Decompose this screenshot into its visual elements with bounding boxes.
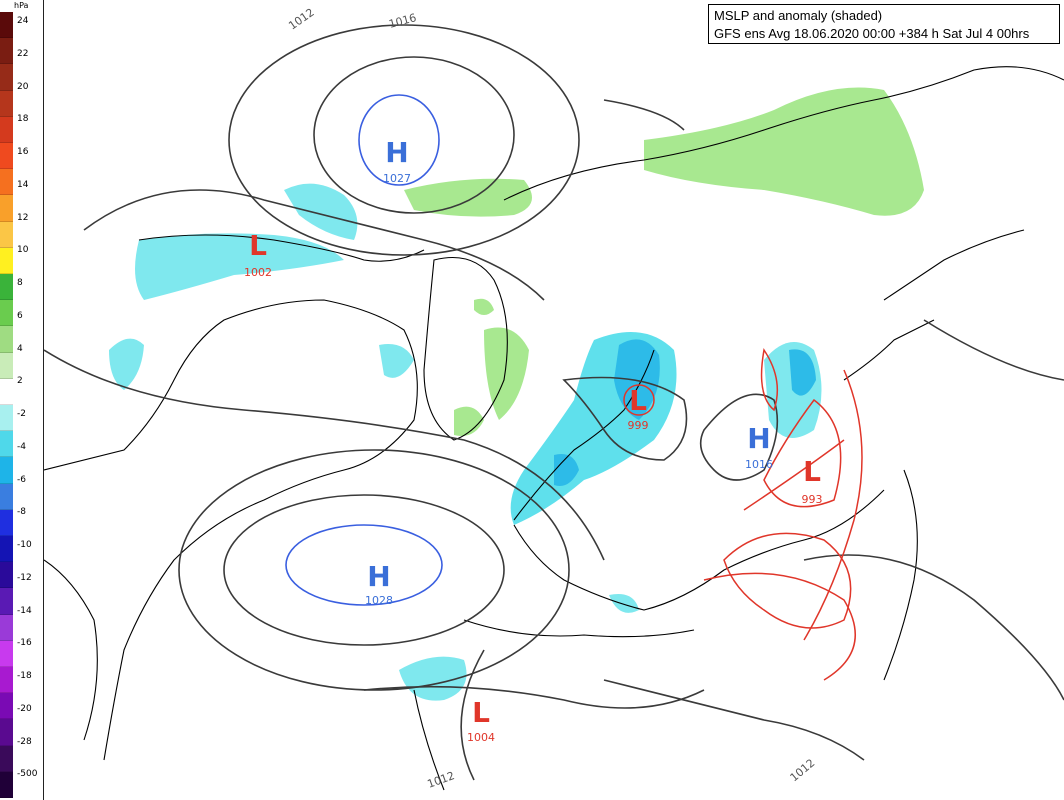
legend-swatch — [0, 195, 13, 222]
isobar-label: 1012 — [286, 6, 316, 33]
legend-swatch — [0, 588, 13, 615]
positive-anomaly-shading — [404, 87, 924, 436]
map-title: MSLP and anomaly (shaded) — [714, 8, 883, 23]
legend-swatch — [0, 352, 13, 379]
legend-swatch — [0, 405, 13, 432]
isobars — [44, 24, 1064, 781]
map-title-box: MSLP and anomaly (shaded) GFS ens Avg 18… — [708, 4, 1060, 44]
isobar-label: 1012 — [788, 756, 818, 784]
color-legend: hPa 24 22 20 18 16 14 12 10 8 6 4 2 -2 -4 -6 -8 -10 -12 -1… — [0, 0, 44, 800]
legend-tick-label: 18 — [17, 114, 29, 125]
legend-swatch — [0, 640, 13, 667]
legend-tick-label: -10 — [17, 540, 32, 550]
center-value: 1002 — [244, 266, 272, 279]
legend-swatch — [0, 693, 13, 720]
pressure-center-h-1028: H 1028 — [365, 560, 393, 607]
legend-tick-label: -12 — [17, 572, 32, 583]
high-contours — [285, 94, 443, 606]
pressure-center-l-1002: L 1002 — [244, 229, 272, 279]
legend-swatch — [0, 12, 13, 39]
center-letter: L — [803, 455, 821, 488]
legend-tick-label: -18 — [17, 671, 32, 681]
legend-tick-label: -28 — [17, 736, 32, 747]
legend-tick-label: 16 — [17, 147, 29, 157]
legend-swatch — [0, 719, 13, 746]
legend-swatch — [0, 274, 13, 301]
center-letter: H — [747, 422, 770, 455]
legend-tick-label: -16 — [17, 638, 32, 649]
legend-tick-label: 12 — [17, 212, 29, 223]
center-value: 1028 — [365, 594, 393, 607]
legend-swatch — [0, 457, 13, 484]
legend-tick-label: 22 — [17, 48, 29, 59]
legend-swatch — [0, 745, 13, 772]
legend-swatch — [0, 667, 13, 694]
center-value: 1027 — [383, 172, 411, 185]
legend-swatch — [0, 116, 13, 143]
center-letter: L — [472, 696, 490, 729]
legend-swatch — [0, 614, 13, 641]
center-value: 1016 — [745, 458, 773, 471]
legend-swatch — [0, 300, 13, 327]
anomaly-shading — [109, 183, 822, 701]
legend-swatch — [0, 169, 13, 196]
legend-tick-label: 4 — [17, 343, 23, 354]
legend-tick-label: 14 — [17, 179, 29, 190]
legend-tick-label: -4 — [17, 441, 26, 452]
legend-tick-label: -14 — [17, 605, 32, 616]
weather-map: H 1027 L 1002 L 999 H 1016 L 993 H 1028 … — [44, 6, 1064, 791]
center-value: 999 — [628, 419, 649, 432]
center-letter: L — [249, 229, 267, 262]
pressure-center-h-1027: H 1027 — [383, 136, 411, 185]
center-letter: H — [367, 560, 390, 593]
legend-swatch — [0, 771, 13, 798]
center-letter: L — [629, 384, 647, 417]
legend-tick-label: -20 — [17, 703, 32, 714]
legend-swatch — [0, 221, 13, 248]
legend-unit: hPa — [14, 1, 29, 10]
pressure-center-l-999: L 999 — [628, 384, 649, 432]
pressure-center-l-993: L 993 — [802, 455, 823, 506]
legend-color-bar — [0, 12, 13, 798]
legend-tick-label: -2 — [17, 409, 26, 419]
legend-swatch — [0, 90, 13, 117]
legend-swatch — [0, 378, 13, 405]
legend-swatch — [0, 38, 13, 65]
legend-tick-label: 8 — [17, 278, 23, 288]
legend-swatch — [0, 431, 13, 458]
center-value: 1004 — [467, 731, 495, 744]
legend-swatch — [0, 562, 13, 589]
legend-swatch — [0, 64, 13, 91]
legend-tick-label: 6 — [17, 310, 23, 321]
legend-swatch — [0, 326, 13, 353]
legend-swatch — [0, 483, 13, 510]
isobar-label: 1016 — [387, 11, 417, 31]
isobar-label: 1012 — [426, 769, 457, 791]
legend-tick-label: -6 — [17, 474, 26, 485]
legend-swatch — [0, 536, 13, 563]
legend-tick-label: 2 — [17, 376, 23, 387]
center-value: 993 — [802, 493, 823, 506]
pressure-center-l-1004: L 1004 — [467, 696, 495, 744]
legend-tick-label: 24 — [17, 16, 29, 26]
pressure-center-h-1016: H 1016 — [745, 422, 773, 471]
legend-swatch — [0, 247, 13, 274]
center-letter: H — [385, 136, 408, 169]
map-subtitle: GFS ens Avg 18.06.2020 00:00 +384 h Sat … — [714, 26, 1030, 41]
legend-tick-label: 10 — [17, 245, 29, 256]
legend-tick-label: 20 — [17, 81, 29, 92]
legend-tick-label: -500 — [17, 769, 38, 780]
low-contours — [623, 348, 863, 681]
legend-tick-label: -8 — [17, 507, 26, 518]
legend-swatch — [0, 143, 13, 170]
legend-swatch — [0, 509, 13, 536]
